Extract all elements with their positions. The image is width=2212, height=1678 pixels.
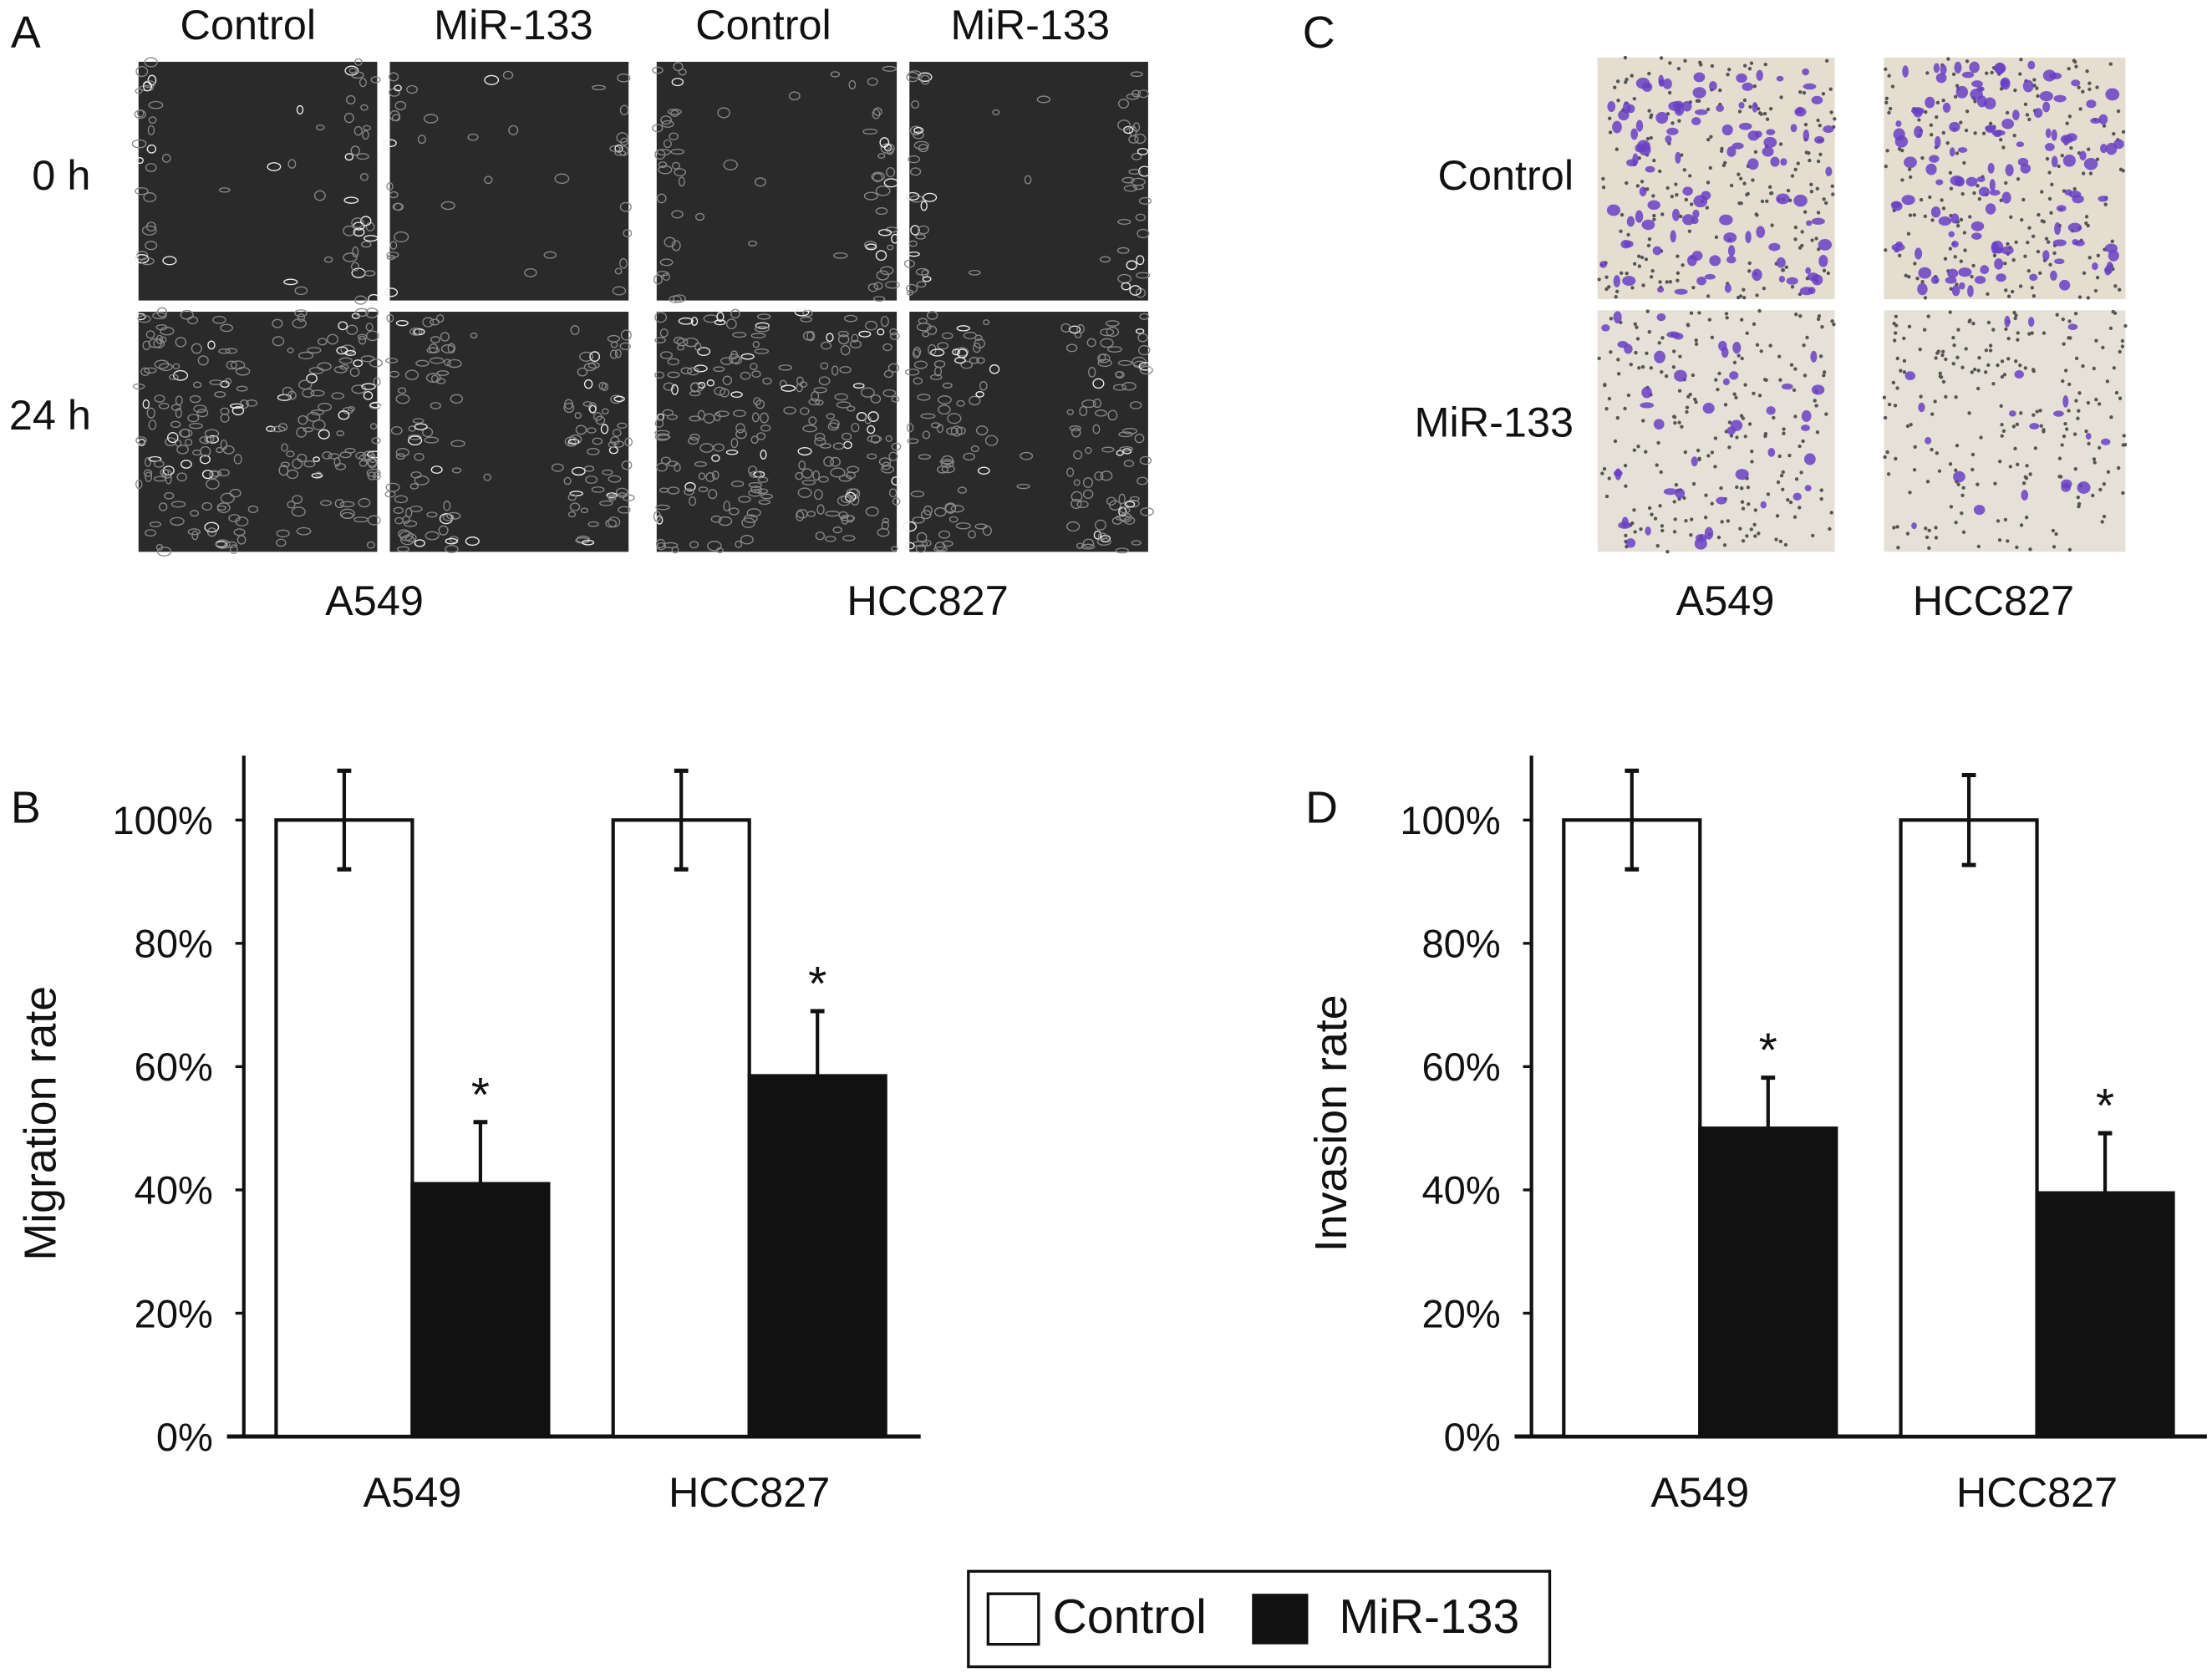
legend-swatch-control: [986, 1592, 1040, 1646]
row-label: 0 h: [32, 151, 90, 199]
panel-a: A Control MiR-133 Control MiR-133 0 h 24…: [9, 1, 1154, 624]
significance-marker: *: [471, 1068, 490, 1121]
bar-mir-133-a549: [1698, 1126, 1838, 1439]
micrograph: [131, 57, 381, 305]
legend-label-mir133: MiR-133: [1339, 1590, 1519, 1644]
significance-marker: *: [1759, 1024, 1777, 1077]
legend: Control MiR-133: [967, 1569, 1552, 1669]
y-tick-label: 40%: [135, 1168, 213, 1213]
significance-marker: *: [808, 958, 826, 1011]
y-tick-label: 20%: [135, 1291, 213, 1335]
y-tick-label: 60%: [135, 1045, 213, 1089]
y-axis-title: Migration rate: [16, 986, 66, 1261]
y-tick-label: 80%: [1422, 922, 1501, 966]
panel-letter-a: A: [11, 8, 41, 58]
y-tick-label: 20%: [1422, 1291, 1501, 1335]
panel-b: B 0% 20% 40% 60% 80% 100% Migration rate A549 HC…: [11, 755, 921, 1516]
micrograph: [902, 311, 1154, 554]
micrograph: [903, 61, 1152, 301]
bar-control-a549: [1562, 818, 1702, 1439]
y-axis-title: Invasion rate: [1306, 994, 1356, 1252]
y-tick-label: 60%: [1422, 1045, 1501, 1089]
bar-control-a549: [274, 818, 414, 1439]
transwell-micrograph: [1597, 55, 1837, 300]
panel-c: C Control MiR-133 A549 HCC827: [1303, 8, 2128, 624]
cell-line-label: HCC827: [847, 577, 1008, 624]
transwell-micrograph: [1882, 309, 2128, 552]
column-header: MiR-133: [951, 1, 1110, 48]
row-label: Control: [1438, 151, 1574, 199]
micrograph: [384, 312, 635, 554]
micrograph: [653, 308, 902, 554]
column-header: MiR-133: [434, 1, 592, 48]
panel-d: D 0% 20% 40% 60% 80% 100% Invasion rate A549 HCC…: [1305, 755, 2207, 1516]
bar-mir-133-hcc827: [747, 1074, 887, 1439]
row-label: 24 h: [9, 391, 91, 439]
transwell-images: [1597, 55, 2128, 554]
transwell-micrograph: [1884, 57, 2126, 300]
bar-control-hcc827: [1899, 818, 2039, 1439]
bar-mir-133-a549: [410, 1182, 551, 1439]
x-category-label: HCC827: [669, 1468, 830, 1516]
cell-line-label: HCC827: [1913, 577, 2074, 624]
x-category-label: A549: [1650, 1468, 1749, 1516]
panel-letter-b: B: [11, 783, 41, 833]
y-tick-label: 0%: [156, 1415, 213, 1459]
x-category-label: HCC827: [1956, 1468, 2118, 1516]
y-tick-label: 100%: [113, 798, 213, 842]
panel-letter-d: D: [1305, 783, 1338, 833]
column-header: Control: [181, 1, 316, 48]
cell-line-label: A549: [1676, 577, 1775, 624]
cell-line-label: A549: [325, 577, 424, 624]
bar-mir-133-hcc827: [2035, 1191, 2175, 1439]
micrograph: [652, 61, 900, 303]
y-tick-label: 80%: [135, 922, 213, 966]
invasion-chart: 0% 20% 40% 60% 80% 100% Invasion rate A549 HCC82…: [1306, 755, 2207, 1516]
x-category-label: A549: [364, 1468, 462, 1516]
migration-chart: 0% 20% 40% 60% 80% 100% Migration rate A549 HCC8…: [16, 755, 921, 1516]
panel-letter-c: C: [1303, 8, 1335, 58]
y-tick-label: 40%: [1422, 1168, 1501, 1213]
micrograph: [383, 61, 633, 301]
wound-healing-images: [131, 57, 1154, 557]
y-tick-label: 0%: [1444, 1415, 1501, 1459]
transwell-micrograph: [1597, 308, 1836, 554]
legend-swatch-mir133: [1252, 1594, 1309, 1645]
legend-label-control: Control: [1053, 1590, 1207, 1644]
row-label: MiR-133: [1415, 399, 1574, 446]
significance-marker: *: [2096, 1080, 2114, 1133]
bar-control-hcc827: [611, 818, 751, 1439]
column-header: Control: [695, 1, 831, 48]
micrograph: [132, 307, 383, 557]
y-tick-label: 100%: [1400, 798, 1500, 842]
